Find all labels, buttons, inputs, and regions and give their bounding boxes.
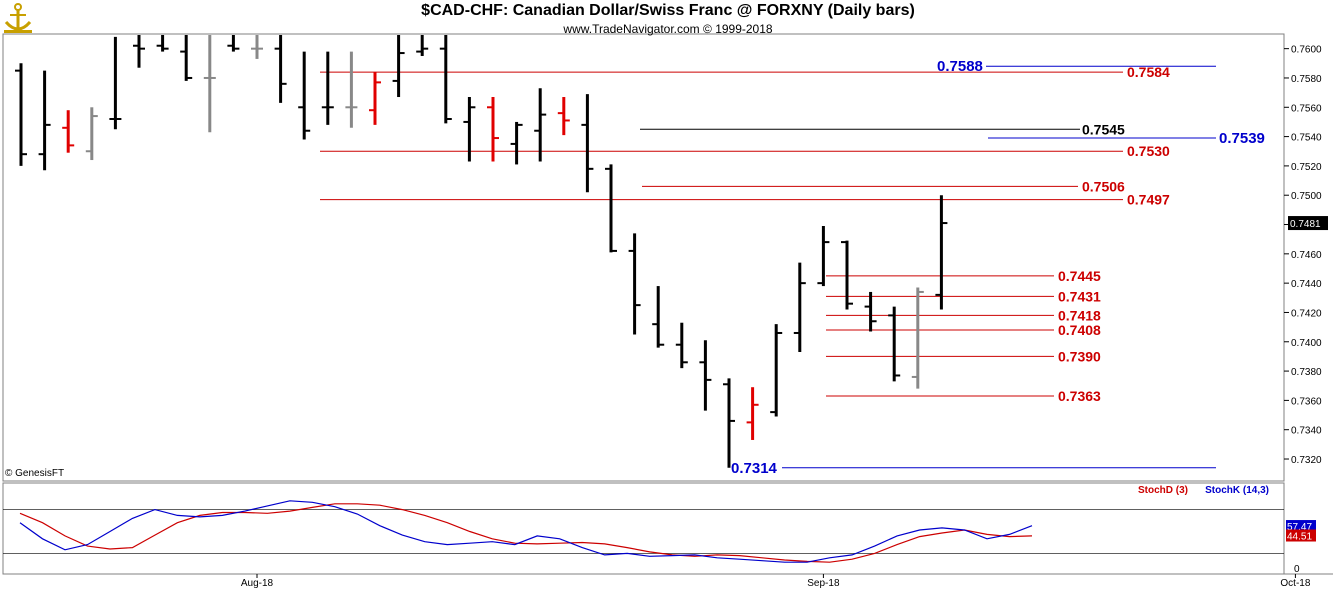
level-label-0.7408: 0.7408 [1058,322,1101,338]
level-label-0.7539: 0.7539 [1219,130,1265,147]
y-tick-label: 0.7520 [1291,162,1322,173]
level-label-0.7314: 0.7314 [731,460,778,477]
level-label-0.7431: 0.7431 [1058,288,1101,304]
stochK-value-badge [1286,520,1316,533]
y-tick-label: 0.7320 [1291,455,1322,466]
copyright-label: © GenesisFT [5,468,65,479]
level-label-0.7584: 0.7584 [1127,64,1170,80]
y-tick-label: 0.7500 [1291,191,1322,202]
y-tick-label: 0.7340 [1291,426,1322,437]
chart-subtitle: www.TradeNavigator.com © 1999-2018 [563,22,773,36]
x-tick-label-Oct-18: Oct-18 [1280,578,1310,589]
indicator-panel-frame [2,482,1285,575]
level-label-0.7390: 0.7390 [1058,348,1101,364]
chart-title: $CAD-CHF: Canadian Dollar/Swiss Franc @ … [421,2,915,19]
level-label-0.7530: 0.7530 [1127,143,1170,159]
level-label-0.7588: 0.7588 [937,58,983,75]
level-label-0.7445: 0.7445 [1058,268,1101,284]
last-price-badge [1288,216,1328,231]
level-label-0.7497: 0.7497 [1127,192,1170,208]
stochK-value: 57.47 [1287,522,1312,533]
stochD-value-badge [1286,529,1316,542]
y-tick-label: 0.7460 [1291,250,1322,261]
y-tick-label: 0.7380 [1291,367,1322,378]
y-tick-label: 0.7540 [1291,133,1322,144]
y-tick-label: 0.7600 [1291,45,1322,56]
y-tick-label: 0.7440 [1291,279,1322,290]
y-tick-label: 0.7360 [1291,396,1322,407]
legend-stochK: StochK (14,3) [1205,485,1269,496]
level-label-0.7506: 0.7506 [1082,178,1125,194]
y-tick-label: 0.7560 [1291,103,1322,114]
last-price-label: 0.7481 [1290,219,1321,230]
level-label-0.7545: 0.7545 [1082,121,1125,137]
legend-stochD: StochD (3) [1138,485,1188,496]
x-tick-label-Sep-18: Sep-18 [807,578,840,589]
level-label-0.7363: 0.7363 [1058,388,1101,404]
stoch-series-line-0 [19,503,1033,563]
stoch-tick-label: 0 [1294,564,1300,575]
y-tick-label: 0.7420 [1291,308,1322,319]
x-tick-label-Aug-18: Aug-18 [241,578,274,589]
stochD-value: 44.51 [1287,532,1312,543]
anchor-logo-icon [4,3,32,33]
stoch-series-line-1 [19,500,1033,563]
level-label-0.7418: 0.7418 [1058,307,1101,323]
y-tick-label: 0.7580 [1291,74,1322,85]
price-panel-frame [2,33,1285,482]
y-tick-label: 0.7400 [1291,338,1322,349]
